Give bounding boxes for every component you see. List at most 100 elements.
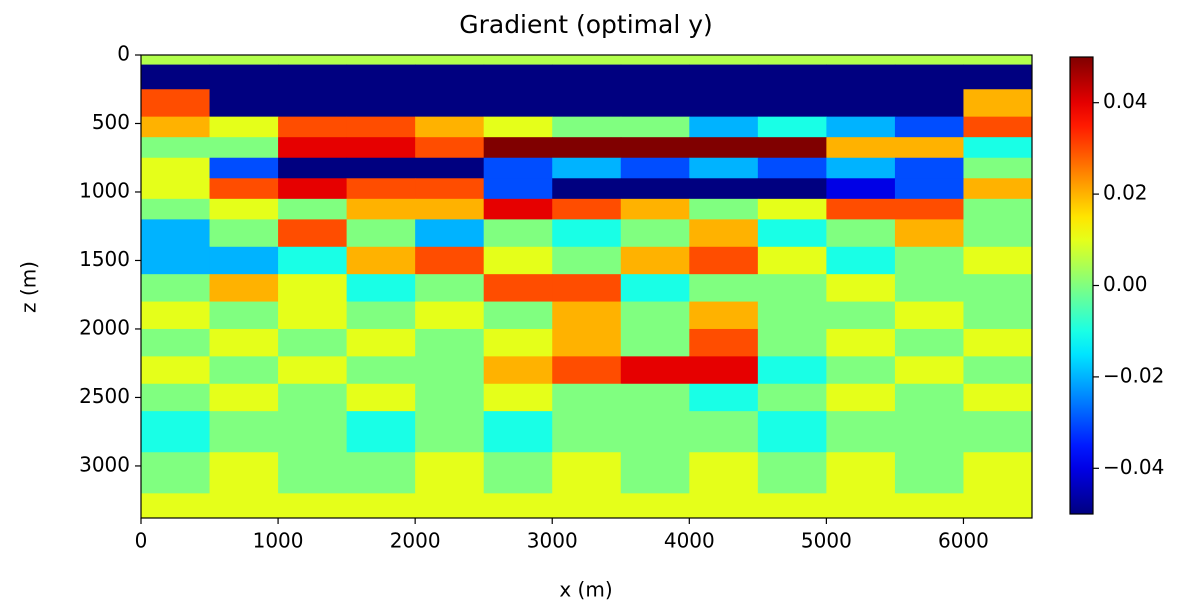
heatmap-cell [963, 301, 1033, 330]
heatmap-cell [620, 246, 690, 275]
heatmap-cell [141, 116, 211, 138]
x-tick-label: 5000 [801, 529, 852, 553]
heatmap-cell [894, 64, 964, 90]
heatmap-cell [278, 178, 348, 200]
heatmap-cell [552, 274, 622, 303]
heatmap-cell [346, 383, 416, 412]
heatmap-cell [826, 328, 896, 357]
heatmap-cell [483, 301, 553, 330]
heatmap-cell [552, 137, 622, 159]
heatmap-cell [346, 178, 416, 200]
heatmap-cell [620, 178, 690, 200]
heatmap-cell [757, 246, 827, 275]
heatmap-cell [894, 493, 964, 519]
heatmap-cell [620, 383, 690, 412]
heatmap-cell [278, 137, 348, 159]
heatmap-cell [209, 198, 279, 220]
heatmap-cell [689, 452, 759, 494]
heatmap-cell [346, 64, 416, 90]
heatmap-cell [141, 89, 211, 118]
heatmap-cell [757, 383, 827, 412]
heatmap-cell [963, 116, 1033, 138]
heatmap-cell [209, 411, 279, 453]
heatmap-cell [141, 356, 211, 385]
heatmap-cell [963, 274, 1033, 303]
heatmap-cell [757, 356, 827, 385]
heatmap-cell [963, 64, 1033, 90]
heatmap-cell [415, 157, 485, 179]
heatmap-cell [963, 137, 1033, 159]
heatmap-cell [552, 246, 622, 275]
heatmap-cell [757, 137, 827, 159]
heatmap-cell [278, 452, 348, 494]
heatmap-cell [209, 452, 279, 494]
heatmap-cell [757, 157, 827, 179]
y-axis-label: z (m) [17, 261, 41, 313]
heatmap-cell [415, 116, 485, 138]
heatmap-cell [826, 411, 896, 453]
heatmap-cell [209, 328, 279, 357]
heatmap-cell [278, 274, 348, 303]
x-tick-label: 2000 [390, 529, 441, 553]
heatmap-cell [415, 452, 485, 494]
heatmap-cell [689, 383, 759, 412]
heatmap-cell [894, 356, 964, 385]
heatmap-cell [757, 64, 827, 90]
heatmap-cell [141, 301, 211, 330]
colorbar-tick-label: 0.04 [1103, 89, 1148, 113]
colorbar-tick-label: −0.04 [1103, 455, 1164, 479]
heatmap-cell [415, 219, 485, 248]
heatmap-cell [552, 356, 622, 385]
heatmap-cell [278, 246, 348, 275]
heatmap-cell [620, 274, 690, 303]
heatmap-cell [415, 89, 485, 118]
heatmap-cell [963, 178, 1033, 200]
heatmap-cell [483, 55, 553, 66]
heatmap-cell [689, 301, 759, 330]
heatmap-cell [963, 493, 1033, 519]
heatmap-cell [415, 383, 485, 412]
heatmap-cell [826, 137, 896, 159]
heatmap-cell [483, 246, 553, 275]
heatmap-cell [141, 137, 211, 159]
heatmap-cell [620, 452, 690, 494]
heatmap-cell [552, 452, 622, 494]
heatmap-cell [141, 64, 211, 90]
heatmap-cell [689, 246, 759, 275]
heatmap-cell [552, 301, 622, 330]
heatmap-cell [483, 328, 553, 357]
heatmap-cell [483, 274, 553, 303]
heatmap-cell [483, 356, 553, 385]
heatmap-cell [415, 493, 485, 519]
heatmap-cell [483, 116, 553, 138]
heatmap-cell [826, 219, 896, 248]
heatmap-cell [278, 64, 348, 90]
heatmap-cell [209, 356, 279, 385]
colorbar [1069, 56, 1094, 515]
heatmap-cell [620, 157, 690, 179]
heatmap-cell [826, 116, 896, 138]
heatmap-cell [963, 89, 1033, 118]
heatmap-cell [141, 198, 211, 220]
heatmap-cell [209, 246, 279, 275]
heatmap-cell [415, 137, 485, 159]
heatmap-cell [689, 116, 759, 138]
heatmap-cell [415, 328, 485, 357]
heatmap-cell [209, 157, 279, 179]
heatmap-cell [346, 301, 416, 330]
heatmap-cell [689, 89, 759, 118]
heatmap-cell [826, 301, 896, 330]
heatmap-cell [689, 328, 759, 357]
heatmap-cell [278, 493, 348, 519]
x-tick-label: 1000 [253, 529, 304, 553]
heatmap-cell [552, 157, 622, 179]
heatmap-cell [483, 411, 553, 453]
heatmap-cell [346, 219, 416, 248]
heatmap-cell [826, 89, 896, 118]
heatmap-cell [689, 274, 759, 303]
heatmap-cell [894, 219, 964, 248]
colorbar-tick-label: 0.02 [1103, 181, 1148, 205]
heatmap-cell [757, 198, 827, 220]
heatmap-cell [826, 157, 896, 179]
